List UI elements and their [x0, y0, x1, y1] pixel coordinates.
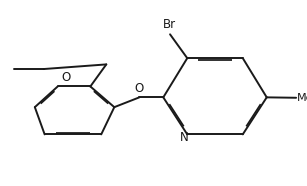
Text: Me: Me: [297, 93, 307, 103]
Text: O: O: [135, 82, 144, 95]
Text: N: N: [180, 131, 189, 144]
Text: O: O: [62, 71, 71, 84]
Text: Br: Br: [162, 18, 176, 31]
